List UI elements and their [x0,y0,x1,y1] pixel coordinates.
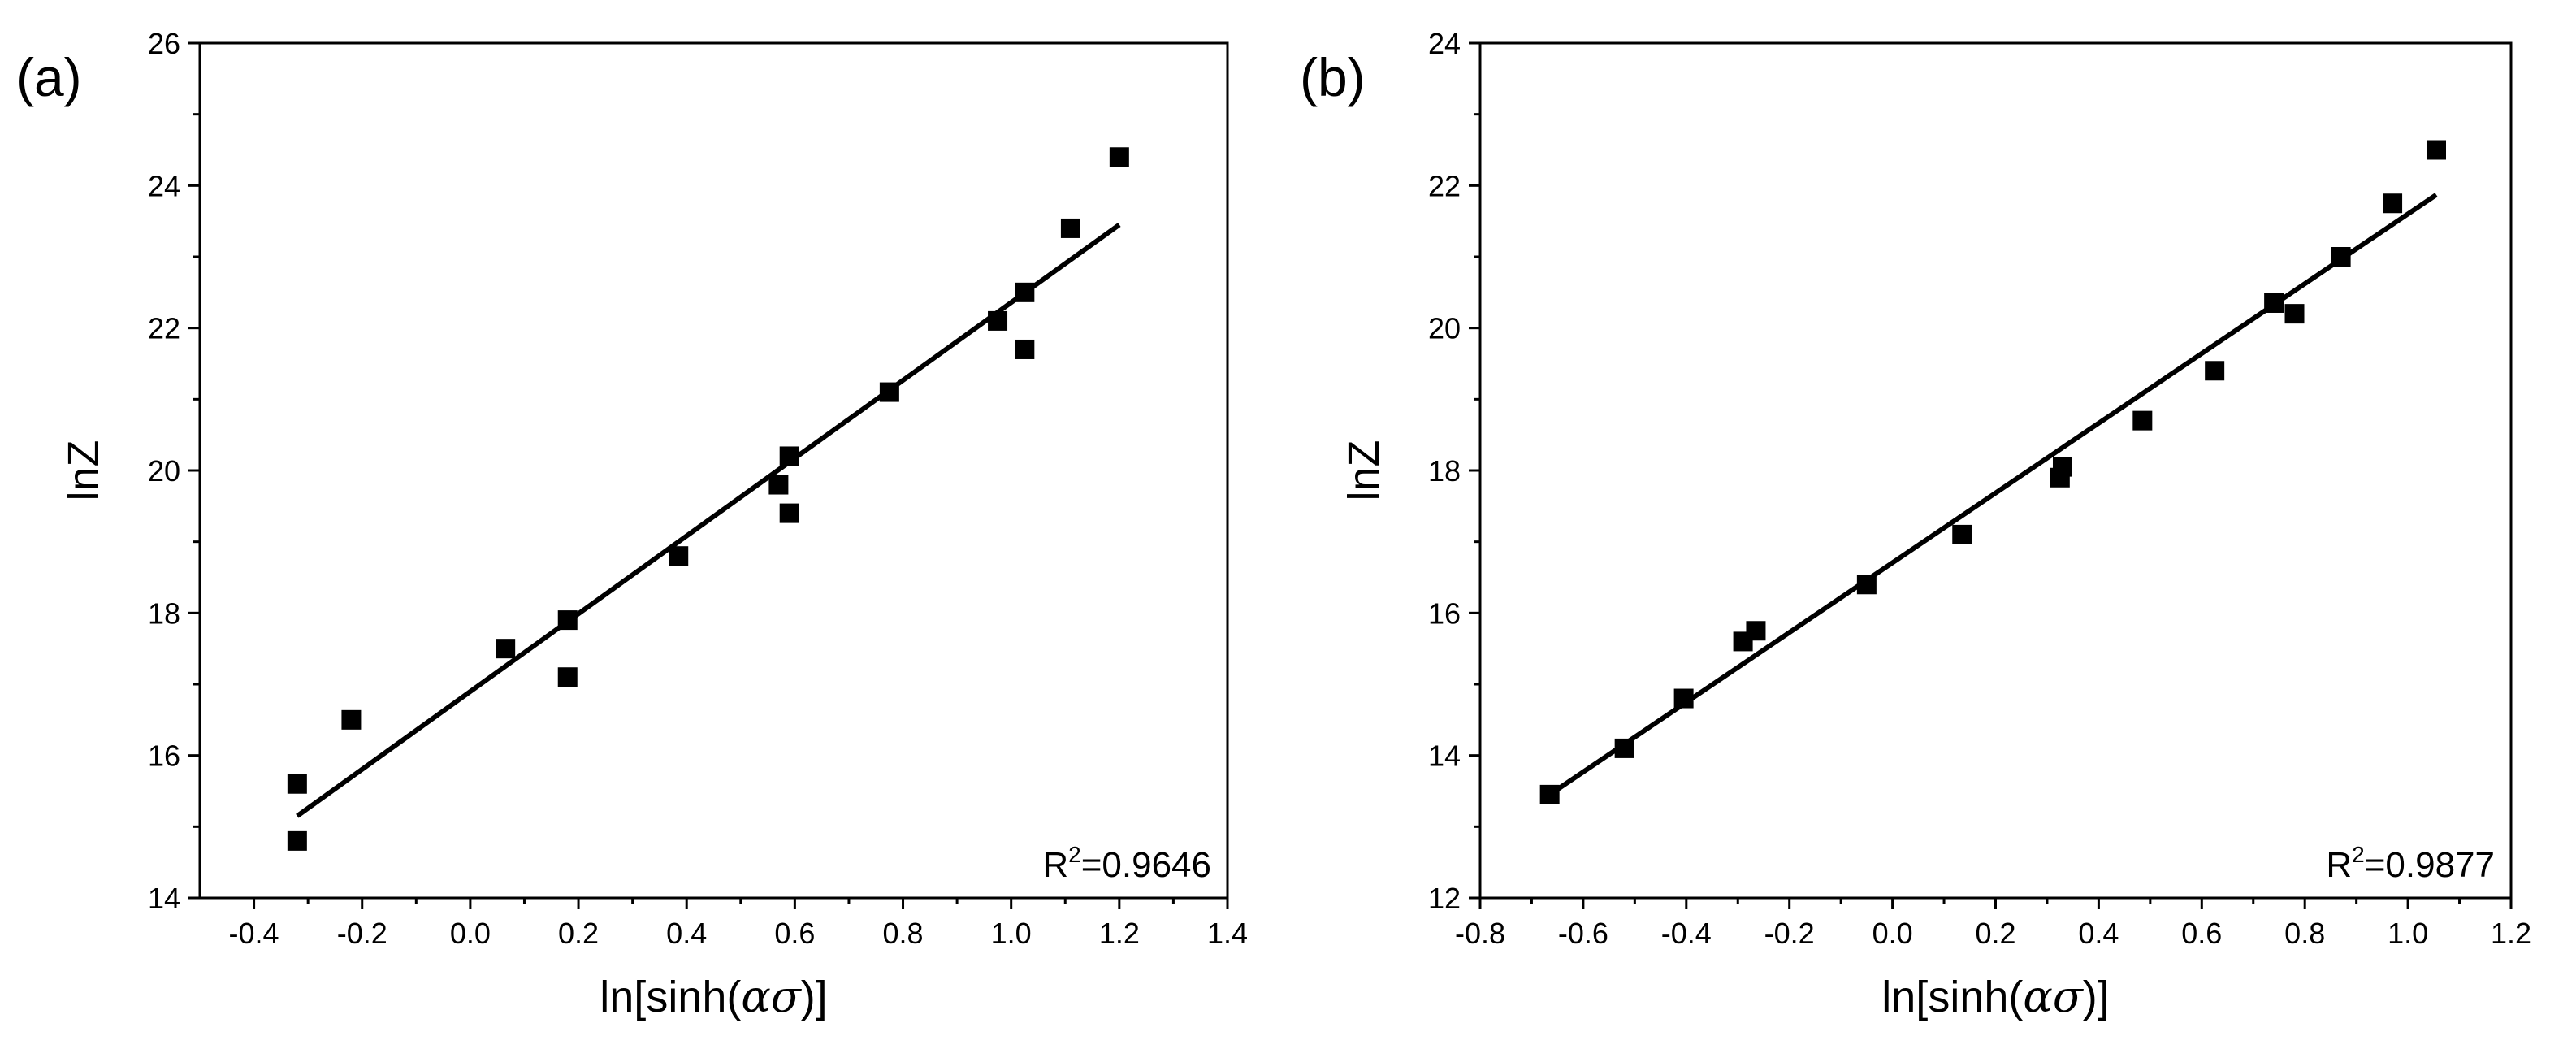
data-point [557,667,578,687]
data-point [1614,738,1634,758]
data-point [2264,293,2284,313]
data-point [2426,140,2446,160]
x-tick-label: 0.6 [2181,917,2222,950]
x-tick-label: 1.2 [2491,917,2531,950]
y-axis-title: lnZ [59,440,108,501]
x-tick-label: 0.6 [774,917,815,950]
r-squared-exponent: 2 [1068,842,1081,867]
data-point [557,610,578,631]
data-point [879,382,899,402]
x-axis-title: ln[sinh(ασ)] [1881,971,2109,1022]
x-tick-label: 1.0 [991,917,1032,950]
r-squared-exponent: 2 [2352,842,2365,867]
r-squared-value: =0.9877 [2365,845,2495,885]
data-point [1109,147,1129,167]
data-point [1673,688,1694,709]
x-axis-title-text: ln[sinh( [1881,973,2023,1021]
data-point [669,546,689,566]
y-tick-label: 20 [1428,312,1461,345]
data-point [988,310,1008,331]
x-tick-label: 0.2 [558,917,599,950]
data-point [768,475,789,495]
data-point [2383,193,2403,214]
x-tick-label: -0.8 [1455,917,1505,950]
fit-line [296,223,1121,818]
data-point [287,774,307,794]
data-point [779,503,799,523]
y-tick-label: 14 [1428,739,1461,773]
data-point [1746,621,1766,641]
sigma-symbol: σ [2053,971,2085,1022]
r-squared-value: =0.9646 [1081,845,1211,885]
x-tick-label: -0.2 [1764,917,1815,950]
chart-panel-b: -0.8 -0.6 -0.4 -0.2 0.0 0.2 0.4 0.6 0.8 1.0 1.2 12 1… [1300,27,2531,1022]
x-axis-title-suffix: )] [801,973,828,1021]
panel-label: (b) [1300,47,1366,107]
data-point [1060,218,1080,238]
data-point [1952,524,1972,544]
x-tick-label: 0.0 [1872,917,1913,950]
y-tick-label: 14 [148,882,180,915]
y-tick-label: 24 [148,169,180,202]
y-tick-label: 16 [1428,596,1461,630]
y-tick-label: 12 [1428,882,1461,915]
x-tick-label: -0.2 [337,917,387,950]
y-tick-label: 18 [148,596,180,630]
x-tick-label: 0.8 [2284,917,2325,950]
x-tick-label: 0.4 [2078,917,2119,950]
x-axis-title-text: ln[sinh( [600,973,741,1021]
data-point [2331,247,2351,267]
r-squared-label: R2=0.9646 [1042,842,1211,885]
y-axis-title: lnZ [1340,440,1388,501]
y-tick-label: 16 [148,739,180,773]
x-tick-label: 0.2 [1975,917,2015,950]
data-point [1015,339,1035,359]
r-squared-symbol: R [1042,845,1068,885]
data-point [2132,410,2153,431]
sigma-symbol: σ [771,971,803,1022]
x-tick-label: 0.0 [450,917,491,950]
data-point [2052,457,2072,477]
x-tick-label: 1.0 [2388,917,2428,950]
x-tick-label: 1.4 [1207,917,1248,950]
x-tick-label: 1.2 [1099,917,1140,950]
y-tick-label: 26 [148,27,180,60]
r-squared-label: R2=0.9877 [2326,842,2495,885]
data-point [1015,282,1035,302]
x-axis-title: ln[sinh(ασ)] [600,971,827,1022]
y-tick-label: 20 [148,454,180,488]
x-axis-title-suffix: )] [2083,973,2110,1021]
plot-frame [1478,41,2513,900]
y-tick-label: 22 [148,312,180,345]
data-point [341,709,362,730]
alpha-symbol: α [741,971,770,1022]
data-point [287,830,307,851]
y-tick-label: 22 [1428,169,1461,202]
r-squared-symbol: R [2326,845,2352,885]
plot-frame [198,41,1229,900]
chart-panel-a: -0.4 -0.2 0.0 0.2 0.4 0.6 0.8 1.0 1.2 1.4 14 16 18 20… [16,27,1248,1022]
data-point [496,639,516,659]
x-tick-label: 0.8 [883,917,924,950]
y-tick-label: 24 [1428,27,1461,60]
alpha-symbol: α [2023,971,2052,1022]
x-tick-label: -0.4 [229,917,279,950]
data-point [2205,361,2225,381]
data-point [2284,304,2305,324]
data-point [1539,784,1560,804]
x-tick-label: -0.6 [1558,917,1608,950]
data-point [779,446,799,466]
data-point [1856,575,1877,595]
y-tick-label: 18 [1428,454,1461,488]
fit-line [1548,193,2438,797]
x-tick-label: 0.4 [666,917,707,950]
x-tick-label: -0.4 [1661,917,1712,950]
panel-label: (a) [16,47,82,107]
